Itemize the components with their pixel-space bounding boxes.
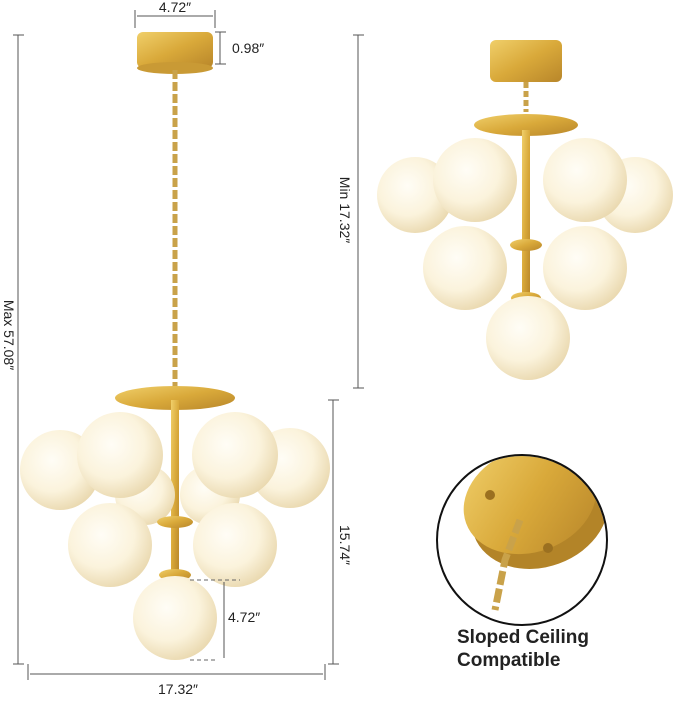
min-height: Min 17.32″ <box>337 177 353 243</box>
fixture-height: 15.74″ <box>337 525 353 565</box>
fixture-width: 17.32″ <box>158 681 198 697</box>
right-fixture <box>377 40 673 380</box>
canopy-width: 4.72″ <box>159 0 191 15</box>
sloped-ceiling-inset <box>436 454 608 626</box>
max-height: Max 57.08″ <box>1 300 17 370</box>
globe-diameter: 4.72″ <box>228 609 260 625</box>
left-fixture <box>20 32 330 660</box>
canopy-height: 0.98″ <box>232 40 264 56</box>
labels: 4.72″ 0.98″ Max 57.08″ Min 17.32″ 15.74″… <box>1 0 589 697</box>
caption-line: Compatible <box>457 650 560 671</box>
dimension-lines <box>13 10 364 680</box>
caption-line: Sloped Ceiling <box>457 627 589 648</box>
